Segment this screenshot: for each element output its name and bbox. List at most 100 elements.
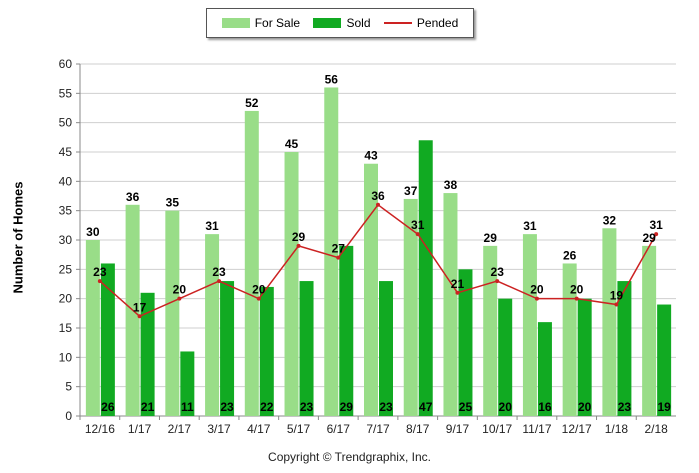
- bar-for-sale: [443, 193, 458, 416]
- data-label-for-sale: 35: [166, 196, 180, 210]
- x-tick-label: 8/17: [406, 422, 430, 436]
- data-label-pended: 31: [649, 218, 663, 232]
- data-label-pended: 29: [292, 230, 306, 244]
- x-tick-label: 6/17: [327, 422, 351, 436]
- bar-for-sale: [483, 245, 498, 416]
- y-tick-label: 30: [59, 233, 73, 247]
- data-label-pended: 23: [491, 265, 505, 279]
- y-tick-label: 60: [59, 57, 73, 71]
- bar-sold: [220, 281, 235, 416]
- x-tick-label: 7/17: [366, 422, 390, 436]
- bar-for-sale: [403, 198, 418, 416]
- bar-sold: [180, 351, 195, 416]
- data-label-sold: 20: [499, 400, 513, 414]
- point-pended: [455, 290, 460, 295]
- data-label-pended: 36: [371, 189, 385, 203]
- data-label-for-sale: 31: [205, 219, 219, 233]
- point-pended: [296, 243, 301, 248]
- data-label-for-sale: 36: [126, 190, 140, 204]
- bar-for-sale: [284, 152, 299, 416]
- bar-sold: [100, 263, 115, 416]
- data-label-for-sale: 45: [285, 137, 299, 151]
- legend-swatch-pended: [383, 22, 412, 24]
- x-tick-label: 4/17: [247, 422, 271, 436]
- data-label-for-sale: 38: [444, 178, 458, 192]
- bar-sold: [418, 140, 433, 416]
- y-tick-label: 35: [59, 204, 73, 218]
- data-label-pended: 17: [133, 300, 147, 314]
- data-label-sold: 25: [459, 400, 473, 414]
- x-tick-label: 1/17: [128, 422, 152, 436]
- data-label-sold: 23: [379, 400, 393, 414]
- bar-for-sale: [364, 163, 378, 416]
- data-label-pended: 20: [252, 283, 266, 297]
- bar-for-sale: [244, 110, 259, 416]
- data-label-pended: 20: [530, 283, 544, 297]
- bar-for-sale: [562, 263, 577, 416]
- x-tick-label: 12/17: [562, 422, 592, 436]
- bar-sold: [299, 281, 314, 416]
- point-pended: [97, 279, 102, 284]
- bar-sold: [379, 281, 393, 416]
- data-label-sold: 16: [538, 400, 552, 414]
- x-tick-label: 9/17: [446, 422, 470, 436]
- data-label-sold: 26: [101, 400, 115, 414]
- point-pended: [177, 296, 182, 301]
- bar-sold: [259, 286, 274, 416]
- y-tick-label: 0: [65, 409, 72, 423]
- data-label-for-sale: 26: [563, 248, 577, 262]
- legend-item-for-sale: For Sale: [221, 16, 301, 30]
- y-tick-label: 25: [59, 262, 73, 276]
- data-label-for-sale: 52: [245, 96, 259, 110]
- data-label-pended: 20: [173, 283, 187, 297]
- data-label-pended: 27: [332, 242, 346, 256]
- point-pended: [376, 202, 380, 207]
- point-pended: [654, 232, 659, 237]
- data-label-sold: 21: [141, 400, 155, 414]
- data-label-for-sale: 37: [404, 184, 418, 198]
- point-pended: [614, 302, 619, 307]
- data-label-sold: 47: [419, 400, 433, 414]
- data-label-sold: 22: [260, 400, 274, 414]
- data-label-for-sale: 29: [484, 231, 498, 245]
- legend-item-sold: Sold: [313, 16, 371, 30]
- x-tick-label: 3/17: [207, 422, 231, 436]
- point-pended: [336, 255, 341, 260]
- data-label-for-sale: 56: [325, 72, 339, 86]
- bar-for-sale: [642, 245, 657, 416]
- bar-sold: [657, 304, 672, 416]
- data-label-pended: 23: [93, 265, 107, 279]
- bar-sold: [339, 245, 354, 416]
- x-tick-label: 11/17: [522, 422, 551, 436]
- x-tick-label: 2/17: [168, 422, 192, 436]
- y-tick-label: 50: [59, 116, 73, 130]
- legend: For Sale Sold Pended: [206, 8, 474, 38]
- legend-label-pended: Pended: [416, 16, 459, 30]
- copyright-footer: Copyright © Trendgraphix, Inc.: [268, 450, 431, 464]
- x-tick-label: 2/18: [644, 422, 668, 436]
- data-label-pended: 21: [451, 277, 465, 291]
- data-label-sold: 11: [181, 400, 194, 414]
- y-tick-label: 45: [59, 145, 73, 159]
- legend-label-for-sale: For Sale: [254, 16, 301, 30]
- bar-sold: [537, 322, 552, 416]
- bar-for-sale: [324, 87, 339, 416]
- legend-swatch-for-sale: [221, 18, 250, 28]
- bar-for-sale: [165, 210, 180, 416]
- bar-sold: [140, 292, 155, 416]
- data-label-sold: 23: [618, 400, 632, 414]
- y-tick-label: 55: [59, 86, 73, 100]
- data-label-sold: 23: [220, 400, 234, 414]
- y-tick-label: 40: [59, 174, 73, 188]
- data-label-for-sale: 30: [86, 225, 100, 239]
- x-tick-label: 12/16: [85, 422, 115, 436]
- y-tick-label: 10: [59, 350, 73, 364]
- data-label-pended: 23: [212, 265, 226, 279]
- legend-label-sold: Sold: [346, 16, 371, 30]
- point-pended: [217, 279, 222, 284]
- y-tick-label: 5: [65, 380, 72, 394]
- bar-for-sale: [522, 234, 537, 416]
- data-label-for-sale: 43: [364, 149, 378, 163]
- point-pended: [495, 279, 500, 284]
